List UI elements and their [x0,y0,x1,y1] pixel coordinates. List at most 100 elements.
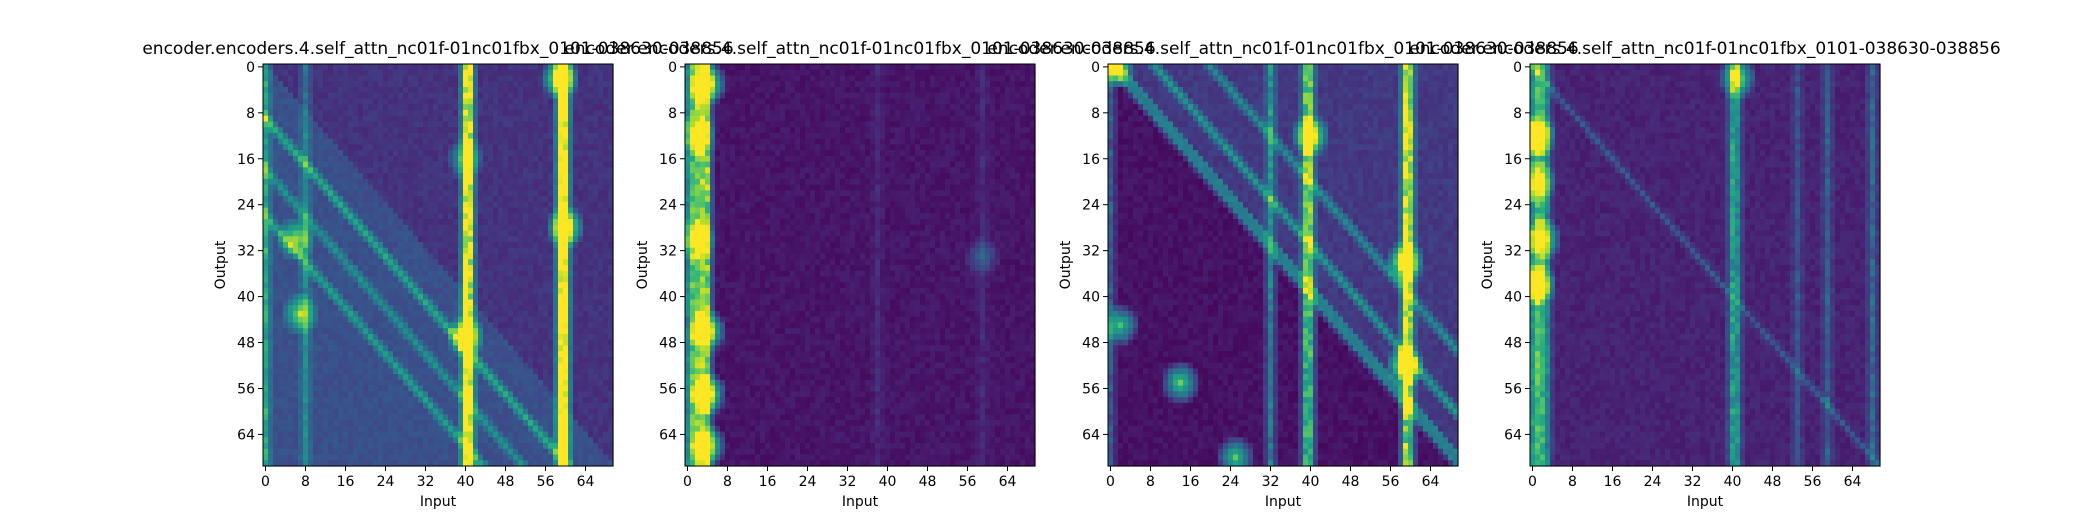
heatmap-cell [268,454,274,461]
heatmap-cell [468,431,474,438]
heatmap-cell [278,196,284,203]
heatmap-cell [568,448,574,456]
heatmap-cell [563,402,569,410]
heatmap-cell [398,247,404,255]
heatmap-cell [553,247,559,255]
heatmap-cell [438,379,444,387]
heatmap-cell [398,391,404,398]
heatmap-cell [558,333,564,341]
heatmap-cell [473,81,479,88]
heatmap-cell [398,196,404,203]
heatmap-cell [453,247,459,255]
heatmap-cell [538,270,544,278]
heatmap-cell [473,161,479,168]
heatmap-cell [563,127,569,134]
heatmap-cell [423,81,429,88]
heatmap-cell [278,253,284,260]
heatmap-cell [418,391,424,398]
heatmap-cell [513,420,519,427]
heatmap-cell [318,236,324,243]
heatmap-cell [418,351,424,358]
heatmap-cell [588,253,594,260]
heatmap-cell [473,328,479,335]
heatmap-cell [268,75,274,82]
heatmap-cell [343,132,349,140]
heatmap-cell [483,115,489,123]
heatmap-cell [363,379,369,387]
heatmap-cell [463,408,469,415]
heatmap-cell [393,305,399,312]
heatmap-cell [448,368,454,375]
heatmap-cell [398,155,404,163]
heatmap-cell [553,299,559,306]
heatmap-cell [608,201,614,209]
heatmap-cell [293,425,299,433]
heatmap-cell [283,196,289,203]
heatmap-cell [348,86,354,94]
heatmap-cell [383,64,389,71]
heatmap-cell [393,431,399,438]
heatmap-cell [548,397,554,404]
heatmap-cell [283,299,289,306]
heatmap-cell [568,299,574,306]
heatmap-cell [298,408,304,415]
heatmap-cell [468,196,474,203]
heatmap-cell [608,391,614,398]
heatmap-cell [263,150,269,157]
heatmap-cell [398,236,404,243]
heatmap-cell [503,207,509,214]
heatmap-cell [388,167,394,174]
heatmap-cell [418,443,424,450]
heatmap-cell [493,379,499,387]
heatmap-cell [358,184,364,191]
heatmap-cell [493,448,499,456]
heatmap-cell [523,345,529,352]
heatmap-cell [308,167,314,174]
heatmap-cell [323,328,329,335]
heatmap-cell [373,443,379,450]
heatmap-cell [513,236,519,243]
heatmap-cell [578,339,584,346]
heatmap-cell [568,328,574,335]
heatmap-cell [483,356,489,364]
heatmap-cell [408,201,414,209]
heatmap-cell [398,397,404,404]
heatmap-cell [588,115,594,123]
heatmap-cell [438,333,444,341]
heatmap-cell [268,138,274,145]
heatmap-cell [293,196,299,203]
heatmap-cell [278,64,284,71]
heatmap-cell [478,316,484,324]
heatmap-cell [533,356,539,364]
heatmap-cell [488,316,494,324]
y-tick-label: 56 [237,381,255,397]
heatmap-cell [353,173,359,180]
heatmap-cell [338,213,344,220]
heatmap-cell [388,196,394,203]
heatmap-cell [368,138,374,145]
heatmap-cell [588,178,594,186]
heatmap-cell [428,443,434,450]
heatmap-cell [348,408,354,415]
heatmap-cell [423,253,429,260]
heatmap-cell [398,138,404,145]
heatmap-cell [323,224,329,232]
heatmap-cell [513,305,519,312]
heatmap-cell [473,310,479,318]
heatmap-cell [358,155,364,163]
heatmap-cell [273,385,279,392]
heatmap-cell [548,127,554,134]
heatmap-cell [528,81,534,88]
heatmap-cell [583,402,589,410]
heatmap-cell [478,115,484,123]
heatmap-cell [608,161,614,168]
heatmap-cell [543,322,549,329]
heatmap-cell [513,356,519,364]
heatmap-cell [313,299,319,306]
heatmap-cell [388,247,394,255]
heatmap-cell [553,127,559,134]
heatmap-cell [393,75,399,82]
heatmap-cell [388,219,394,226]
heatmap-cell [603,104,609,111]
heatmap-cell [568,345,574,352]
